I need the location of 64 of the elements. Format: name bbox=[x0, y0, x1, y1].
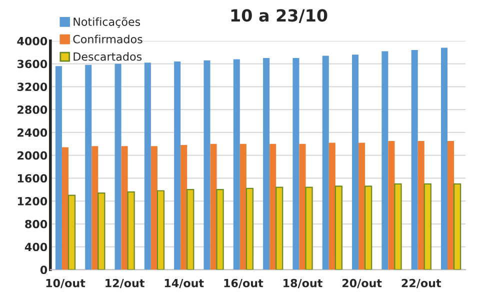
bar bbox=[352, 54, 359, 270]
bar bbox=[418, 140, 424, 270]
bar bbox=[263, 58, 270, 270]
y-tick-label: 2800 bbox=[18, 106, 48, 114]
bar bbox=[382, 51, 388, 270]
y-tick-label: 800 bbox=[25, 220, 48, 228]
bar bbox=[98, 192, 106, 270]
bar bbox=[440, 48, 448, 270]
y-tick-label: 3200 bbox=[17, 82, 48, 92]
bar bbox=[388, 140, 395, 270]
bar bbox=[424, 183, 432, 270]
legend-label: Notificações bbox=[74, 17, 140, 28]
bar bbox=[411, 50, 418, 270]
bar bbox=[114, 64, 122, 270]
x-tick-label: 22/out bbox=[402, 278, 442, 288]
bar bbox=[276, 186, 284, 270]
bar bbox=[68, 194, 76, 270]
y-tick-label: 3600 bbox=[17, 60, 48, 68]
bar bbox=[453, 183, 462, 270]
bar bbox=[328, 142, 336, 270]
bar bbox=[121, 146, 128, 270]
bar bbox=[55, 66, 62, 270]
x-tick-label: 20/out bbox=[342, 278, 382, 288]
bar bbox=[364, 186, 372, 270]
x-tick-label: 10/out bbox=[46, 278, 86, 288]
bar bbox=[240, 144, 246, 270]
chart-title: 10 a 23/10 bbox=[231, 9, 328, 24]
bar bbox=[174, 61, 181, 270]
y-tick-label: 0 bbox=[40, 266, 48, 274]
bar bbox=[246, 188, 254, 270]
y-tick-label: 2000 bbox=[18, 151, 48, 160]
y-tick-label: 1600 bbox=[18, 174, 48, 183]
bar bbox=[150, 146, 158, 270]
bar bbox=[204, 60, 210, 270]
x-tick-label: 12/out bbox=[106, 278, 144, 288]
bar bbox=[156, 190, 165, 270]
bar bbox=[127, 191, 135, 270]
y-tick-label: 4000 bbox=[17, 36, 48, 46]
y-tick-label: 400 bbox=[24, 242, 48, 252]
bar bbox=[233, 59, 240, 270]
bar bbox=[394, 183, 402, 270]
bar bbox=[299, 144, 306, 270]
bar bbox=[186, 189, 194, 270]
legend-label: Confirmados bbox=[73, 34, 142, 44]
bar bbox=[85, 64, 92, 270]
x-tick-label: 18/out bbox=[284, 278, 322, 288]
bar bbox=[62, 147, 68, 270]
x-tick-label: 14/out bbox=[164, 279, 204, 288]
legend-label: Descartados bbox=[74, 52, 142, 61]
bar bbox=[92, 146, 98, 270]
bar bbox=[180, 144, 188, 270]
y-tick-label: 1200 bbox=[18, 197, 48, 206]
bar bbox=[448, 140, 454, 270]
bar bbox=[305, 186, 313, 270]
bar bbox=[334, 186, 342, 270]
bar bbox=[292, 58, 300, 270]
bar bbox=[210, 144, 217, 270]
bar bbox=[322, 56, 329, 270]
bar bbox=[270, 144, 276, 270]
bar bbox=[216, 189, 224, 270]
bar bbox=[358, 142, 366, 270]
x-tick-label: 16/out bbox=[224, 278, 264, 288]
bar bbox=[144, 62, 151, 270]
y-tick-label: 2400 bbox=[18, 128, 48, 137]
